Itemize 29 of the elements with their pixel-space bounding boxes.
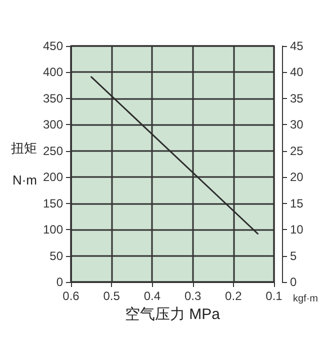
text: 扭矩 N·m (11, 140, 37, 188)
y-tick-label: 400 (42, 65, 64, 80)
y2-tick-label: 10 (290, 222, 304, 237)
x-tick-label: 0.3 (184, 289, 202, 303)
y2-tick-label: 25 (290, 144, 304, 158)
y-tick-label: 300 (42, 118, 64, 132)
y2-axis-title: kgf·m (293, 294, 318, 304)
y2-tick-label: 15 (290, 196, 304, 210)
y2-tick-label: 5 (290, 248, 297, 263)
x-tick-label: 0.4 (144, 289, 161, 303)
y-tick-label: 0 (56, 275, 64, 289)
y-tick-label: 450 (42, 39, 64, 53)
y2-tick-label: 45 (290, 39, 304, 53)
x-axis-title: 空气压力 MPa (124, 306, 221, 323)
y-tick-label: 250 (42, 144, 64, 158)
y-tick-label: 150 (42, 196, 64, 210)
y-tick-label: 200 (42, 170, 64, 184)
y-tick-label: 50 (50, 248, 64, 263)
x-tick-label: 0.5 (103, 289, 120, 303)
x-tick-label: 0.1 (266, 289, 283, 303)
y-tick-label: 350 (42, 91, 64, 106)
y2-tick-label: 20 (290, 170, 304, 184)
y2-tick-label: 40 (290, 65, 304, 80)
x-tick-label: 0.6 (62, 289, 80, 303)
x-tick-label: 0.2 (225, 289, 242, 303)
y2-tick-label: 35 (290, 91, 304, 106)
y-tick-label: 100 (42, 222, 64, 237)
y2-tick-label: 30 (290, 118, 304, 132)
y2-tick-label: 0 (290, 275, 297, 289)
